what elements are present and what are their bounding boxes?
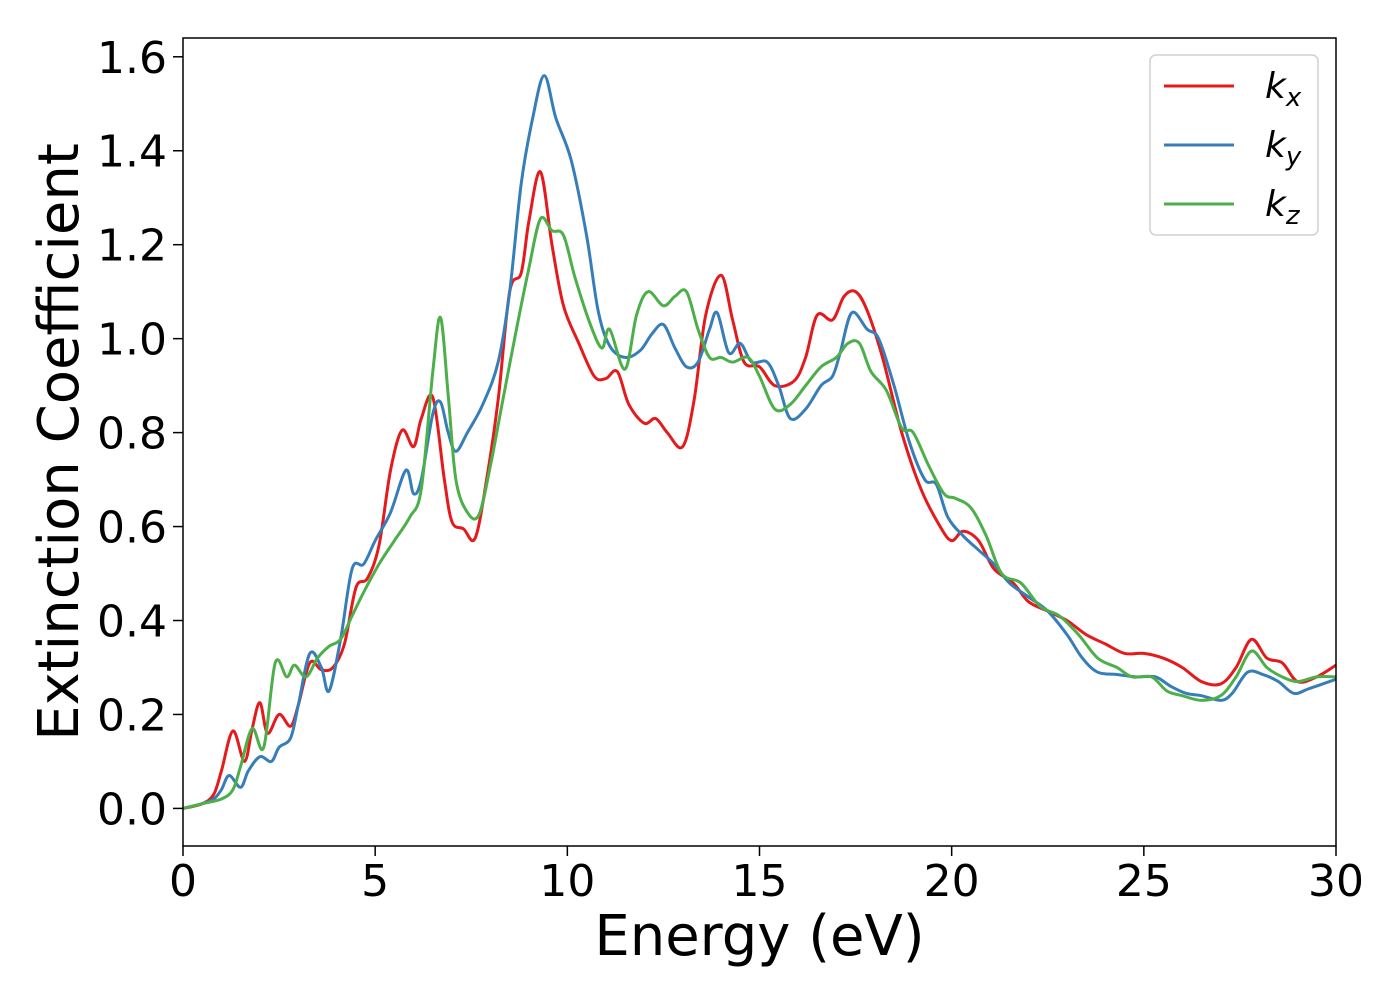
legend: kx ky kz — [1149, 54, 1319, 236]
legend-label-kx: kx — [1265, 66, 1302, 113]
y-axis-ticks: 0.0 0.2 0.4 0.6 0.8 1.0 1.2 1.4 1.6 — [97, 33, 183, 835]
legend-label-kz: kz — [1265, 184, 1301, 231]
x-tick-label: 15 — [732, 856, 788, 907]
y-tick-label: 0.4 — [97, 597, 167, 648]
y-tick-label: 0.2 — [97, 690, 167, 741]
y-tick-label: 0.0 — [97, 784, 167, 835]
y-tick-label: 1.6 — [97, 33, 167, 84]
x-axis-title: Energy (eV) — [594, 904, 924, 969]
y-axis-title: Extinction Coefficient — [27, 143, 92, 741]
x-tick-label: 10 — [539, 856, 595, 907]
series-line-kz — [182, 215, 1337, 810]
series-line-ky — [182, 74, 1337, 810]
x-tick-label: 5 — [361, 856, 389, 907]
y-tick-label: 1.4 — [97, 127, 167, 178]
y-tick-label: 0.8 — [97, 409, 167, 460]
x-tick-label: 30 — [1308, 856, 1364, 907]
x-axis-ticks: 0 5 10 15 20 25 30 — [169, 846, 1364, 907]
legend-label-ky: ky — [1265, 125, 1302, 172]
series-lines — [182, 74, 1337, 810]
y-tick-label: 0.6 — [97, 503, 167, 554]
x-tick-label: 0 — [169, 856, 197, 907]
x-tick-label: 25 — [1116, 856, 1172, 907]
y-tick-label: 1.2 — [97, 221, 167, 272]
x-tick-label: 20 — [924, 856, 980, 907]
y-tick-label: 1.0 — [97, 315, 167, 366]
